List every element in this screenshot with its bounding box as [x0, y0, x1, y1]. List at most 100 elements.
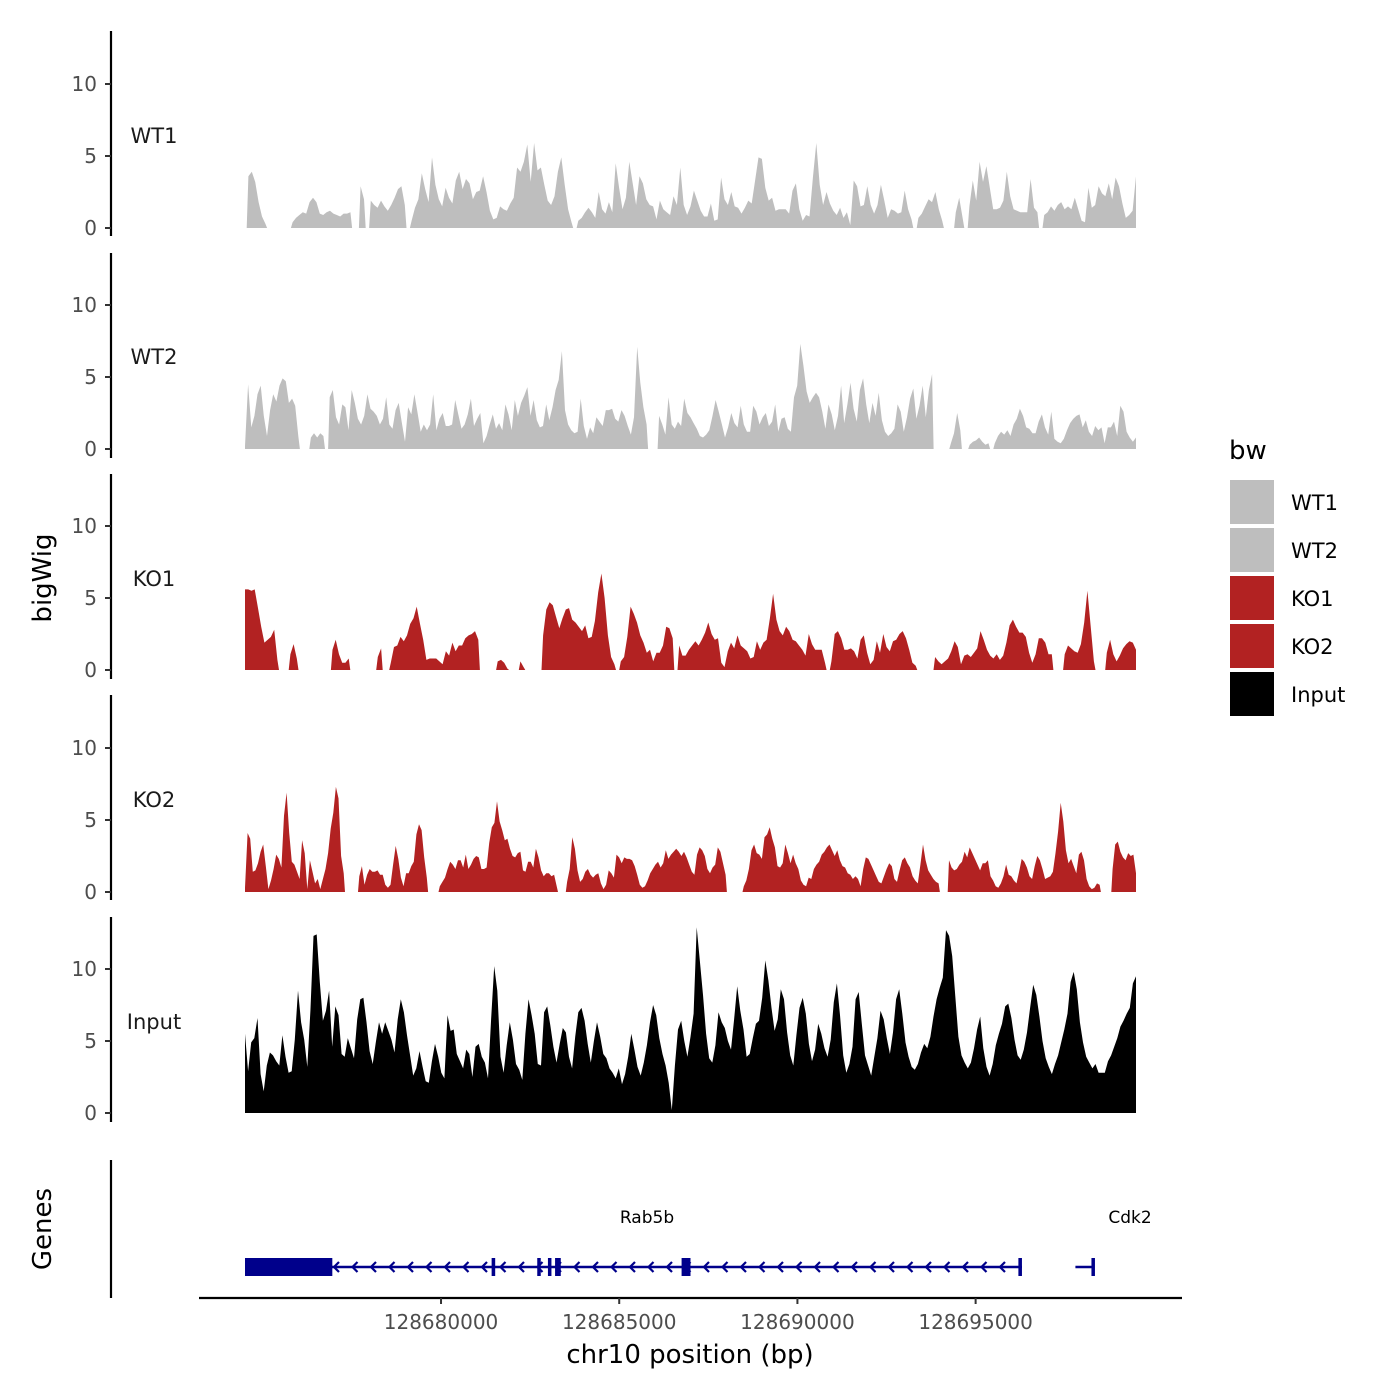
gene-strand-arrow — [757, 1261, 766, 1273]
gene-strand-arrow — [387, 1261, 396, 1273]
y-tick-label: 0 — [84, 658, 97, 682]
signal-area-wt1 — [246, 143, 1136, 228]
track-label-input: Input — [127, 1010, 181, 1034]
gene-exon-cdk2 — [1091, 1258, 1095, 1276]
gene-strand-arrow — [461, 1261, 470, 1273]
gene-strand-arrow — [794, 1261, 803, 1273]
gene-strand-arrow — [831, 1261, 840, 1273]
legend-item-wt1: WT1 — [1230, 480, 1338, 524]
gene-exon-rab5b — [491, 1258, 496, 1276]
legend-key-wt2 — [1230, 528, 1274, 572]
y-tick-label: 5 — [84, 365, 97, 389]
legend-item-input: Input — [1230, 672, 1345, 716]
track-wt2: WT2 — [109, 253, 178, 458]
gene-exon-rab5b — [681, 1258, 691, 1276]
gene-strand-arrow — [609, 1261, 618, 1273]
legend-label-wt1: WT1 — [1291, 491, 1338, 515]
legend-title: bw — [1229, 436, 1267, 466]
signal-area-ko1 — [245, 573, 1136, 670]
track-ko2: KO2 — [109, 695, 176, 900]
legend-item-ko1: KO1 — [1230, 576, 1334, 620]
x-axis-title: chr10 position (bp) — [566, 1340, 813, 1370]
gene-strand-arrow — [628, 1261, 636, 1273]
y-tick-label: 0 — [84, 880, 97, 904]
gene-strand-arrow — [572, 1261, 581, 1273]
y-tick-label: 10 — [72, 736, 97, 760]
legend-label-ko2: KO2 — [1291, 635, 1334, 659]
gene-track: Rab5b Cdk2 — [109, 1160, 1152, 1298]
y-tick-label: 5 — [84, 586, 97, 610]
legend-item-wt2: WT2 — [1230, 528, 1338, 572]
gene-strand-arrow — [665, 1261, 673, 1273]
track-ko1: KO1 — [109, 474, 176, 679]
gene-strand-arrow — [776, 1261, 784, 1273]
legend-item-ko2: KO2 — [1230, 624, 1334, 668]
legend-label-wt2: WT2 — [1291, 539, 1338, 563]
track-label-wt1: WT1 — [131, 124, 178, 148]
gene-strand-arrow — [739, 1261, 747, 1273]
gene-strand-arrow — [887, 1261, 895, 1273]
y-tick-label: 5 — [84, 1029, 97, 1053]
y-tick-label: 5 — [84, 808, 97, 832]
gene-exon-rab5b — [537, 1258, 541, 1276]
legend-key-input — [1230, 672, 1274, 716]
x-tick-label: 128690000 — [740, 1310, 855, 1334]
signal-area-input — [245, 927, 1136, 1113]
track-label-wt2: WT2 — [131, 345, 178, 369]
y-axis-title-bigwig: bigWig — [28, 533, 58, 622]
gene-strand-arrow — [369, 1261, 377, 1273]
gene-strand-arrow — [517, 1261, 525, 1273]
gene-label-cdk2: Cdk2 — [1108, 1208, 1151, 1228]
gene-label-rab5b: Rab5b — [620, 1208, 674, 1228]
y-tick-label: 0 — [84, 1101, 97, 1125]
track-label-ko1: KO1 — [133, 567, 176, 591]
gene-strand-arrow — [868, 1261, 877, 1273]
gene-strand-arrow — [942, 1261, 951, 1273]
x-tick-label: 128680000 — [384, 1310, 499, 1334]
gene-strand-arrow — [961, 1261, 969, 1273]
gene-exon-rab5b — [547, 1258, 552, 1276]
y-tick-label: 0 — [84, 437, 97, 461]
gene-strand-arrow — [720, 1261, 729, 1273]
legend-key-ko1 — [1230, 576, 1274, 620]
y-axis-title-genes: Genes — [28, 1188, 58, 1270]
gene-strand-arrow — [850, 1261, 858, 1273]
legend-label-ko1: KO1 — [1291, 587, 1334, 611]
gene-strand-arrow — [998, 1261, 1006, 1273]
gene-exon-rab5b — [245, 1258, 333, 1276]
gene-strand-arrow — [924, 1261, 932, 1273]
gene-strand-arrow — [702, 1261, 710, 1273]
track-input: Input — [109, 917, 181, 1122]
y-tick-label: 0 — [84, 216, 97, 240]
gene-strand-arrow — [332, 1261, 340, 1273]
gene-exon-rab5b — [555, 1258, 561, 1276]
gene-strand-arrow — [498, 1261, 507, 1273]
signal-area-ko2 — [245, 786, 1136, 892]
gene-strand-arrow — [350, 1261, 359, 1273]
y-tick-label: 10 — [72, 293, 97, 317]
x-tick-label: 128685000 — [562, 1310, 677, 1334]
gene-strand-arrow — [813, 1261, 821, 1273]
y-tick-label: 5 — [84, 144, 97, 168]
legend-key-wt1 — [1230, 480, 1274, 524]
y-tick-label: 10 — [72, 957, 97, 981]
x-tick-label: 128695000 — [918, 1310, 1033, 1334]
track-wt1: WT1 — [109, 31, 178, 236]
legend-label-input: Input — [1291, 683, 1345, 707]
chart-marks: 0 5 10 0 5 10 0 5 10 0 5 10 0 5 10 128680000 128685000 12… — [72, 72, 1136, 1334]
gene-strand-arrow — [979, 1261, 988, 1273]
gene-exon-rab5b — [1018, 1258, 1022, 1276]
gene-strand-arrow — [424, 1261, 433, 1273]
track-label-ko2: KO2 — [133, 788, 176, 812]
legend-key-ko2 — [1230, 624, 1274, 668]
gene-strand-arrow — [406, 1261, 414, 1273]
gene-strand-arrow — [591, 1261, 599, 1273]
gene-strand-arrow — [905, 1261, 914, 1273]
y-tick-label: 10 — [72, 514, 97, 538]
signal-area-wt2 — [245, 343, 1136, 449]
y-tick-label: 10 — [72, 72, 97, 96]
gene-strand-arrow — [480, 1261, 488, 1273]
gene-strand-arrow — [443, 1261, 451, 1273]
